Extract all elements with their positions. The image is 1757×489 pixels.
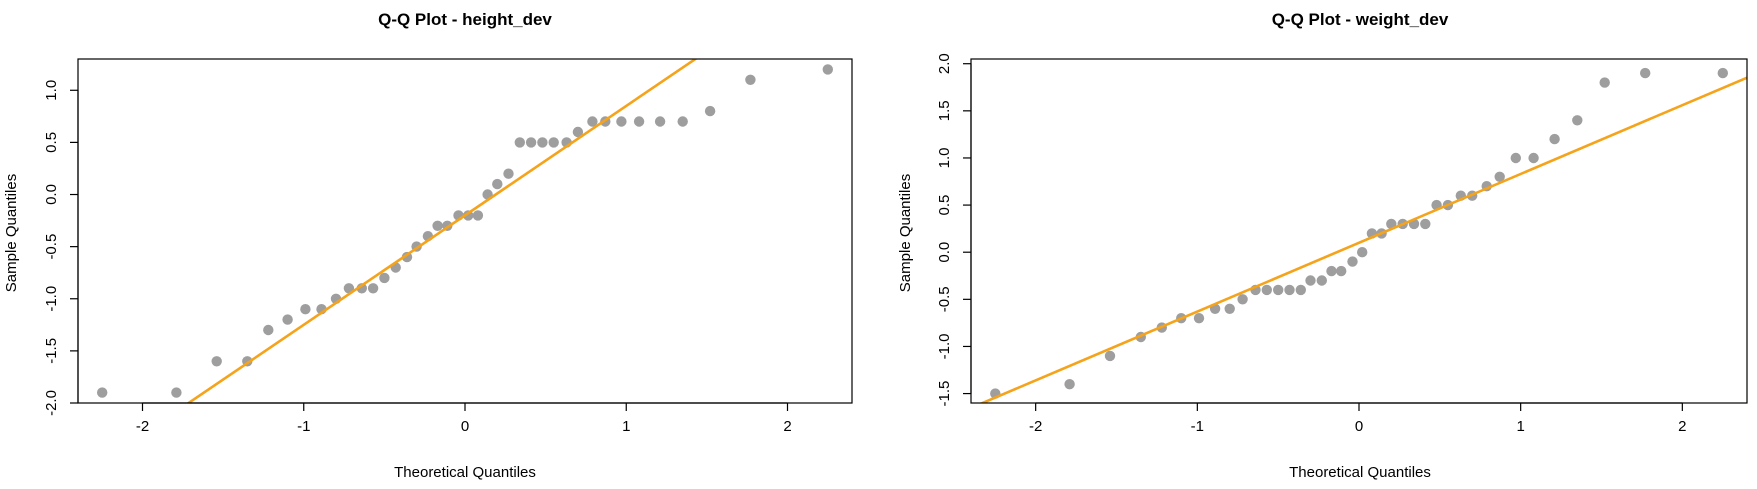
data-point [367,283,379,294]
data-point [1224,303,1235,314]
data-point [1528,152,1539,164]
x-tick-label: -1 [297,418,310,435]
data-point [300,304,311,315]
plot-frame [77,58,853,404]
data-point [616,116,627,127]
data-point [379,272,390,284]
y-tick-label: -1.0 [936,334,953,360]
data-point [1717,67,1729,79]
x-tick-label: 2 [783,418,791,435]
data-point [1305,275,1316,286]
data-point [1261,284,1273,296]
data-point [1237,294,1248,305]
y-tick-label: -1.5 [43,338,60,364]
data-point [1357,247,1368,258]
qq-plot-panel-height-dev: Q-Q Plot - height_dev Theoretical Quanti… [3,10,853,481]
y-tick-label: -2.0 [43,390,60,416]
x-axis: -2 -1 0 1 2 [136,402,792,435]
y-tick-label: -0.5 [936,286,953,312]
data-point [572,126,584,138]
data-point [1104,350,1116,362]
data-point [1640,67,1651,79]
y-tick-label: 1.0 [43,80,60,101]
data-point [1347,256,1358,267]
data-point [1420,218,1431,230]
data-point [548,137,559,148]
y-tick-label: -1.0 [43,286,60,312]
data-point [432,220,443,231]
data-points [990,67,1729,399]
data-point [171,387,182,398]
x-tick-label: 2 [1678,418,1686,435]
data-point [1494,171,1505,182]
y-axis: -2.0 -1.5 -1.0 -0.5 0.0 0.5 1.0 [43,80,79,416]
data-point [537,137,548,148]
y-axis-label: Sample Quantiles [897,174,914,292]
y-tick-label: -1.5 [936,381,953,407]
x-axis: -2 -1 0 1 2 [1029,402,1687,435]
data-point [472,210,484,221]
data-point [1316,275,1328,286]
data-point [1599,77,1610,88]
data-point [525,137,537,148]
data-point [263,324,274,336]
data-point [1284,284,1295,296]
x-tick-label: 0 [1355,418,1363,435]
data-point [1273,284,1284,296]
data-point [97,387,108,398]
qq-reference-line [186,59,698,403]
data-point [1572,115,1583,126]
x-axis-label: Theoretical Quantiles [1289,464,1431,481]
plot-frame [970,58,1748,404]
y-tick-label: 0.5 [43,132,60,153]
x-axis-label: Theoretical Quantiles [394,464,536,481]
data-point [822,64,833,75]
panel-title: Q-Q Plot - weight_dev [1272,10,1449,29]
y-tick-label: 0.0 [43,184,60,205]
panel-title: Q-Q Plot - height_dev [378,10,552,29]
qq-reference-line [979,76,1747,403]
x-tick-label: 1 [1516,418,1524,435]
y-tick-label: 1.0 [936,148,953,169]
x-tick-label: -2 [1029,418,1042,435]
data-point [1386,218,1397,230]
data-point [654,116,666,127]
data-point [1549,133,1560,145]
y-tick-label: 0.0 [936,242,953,263]
data-point [282,314,293,325]
data-point [1295,284,1307,296]
data-point [211,356,222,367]
data-point [1336,265,1347,277]
data-point [514,137,525,148]
qq-plot-panel-weight-dev: Q-Q Plot - weight_dev Theoretical Quanti… [897,10,1748,481]
data-point [1326,265,1337,277]
y-tick-label: 1.5 [936,100,953,121]
data-point [633,116,645,127]
data-point [704,105,716,117]
data-point [1193,313,1205,324]
x-tick-label: 0 [461,418,469,435]
x-tick-label: -2 [136,418,149,435]
data-points [97,64,833,398]
y-tick-label: 0.5 [936,195,953,216]
data-point [587,116,598,127]
data-point [1064,379,1075,390]
x-tick-label: 1 [622,418,630,435]
y-tick-label: 2.0 [936,53,953,74]
data-point [503,168,514,179]
y-axis: -1.5 -1.0 -0.5 0.0 0.5 1.0 1.5 2.0 [936,53,972,407]
data-point [1510,152,1522,164]
y-tick-label: -0.5 [43,234,60,260]
data-point [492,178,503,190]
x-tick-label: -1 [1191,418,1204,435]
y-axis-label: Sample Quantiles [3,174,20,292]
data-point [745,74,756,86]
data-point [677,116,688,127]
